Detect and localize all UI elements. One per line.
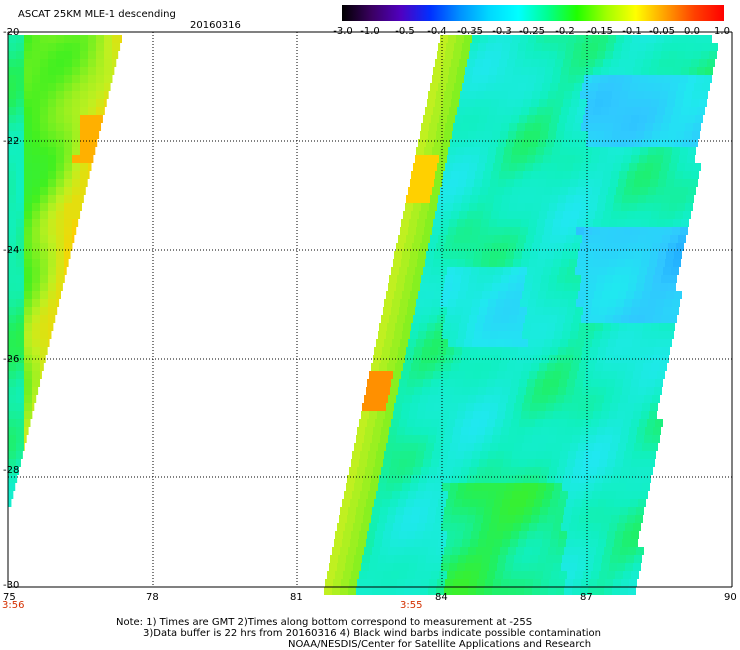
- time-label: 3:55: [400, 600, 423, 611]
- note-line-3: NOAA/NESDIS/Center for Satellite Applica…: [288, 639, 592, 650]
- lon-label: 87: [580, 592, 593, 603]
- lat-label: -26: [3, 354, 20, 365]
- note-line-1: Note: 1) Times are GMT 2)Times along bot…: [116, 617, 533, 628]
- header-date: 20160316: [190, 20, 241, 31]
- lon-label: 78: [146, 592, 159, 603]
- lat-label: -24: [3, 245, 20, 256]
- swath-cells: [8, 35, 718, 595]
- lon-label: 90: [724, 592, 737, 603]
- lon-label: 75: [3, 592, 16, 603]
- lat-label: -30: [3, 580, 20, 591]
- lat-label: -20: [3, 27, 20, 38]
- lon-label: 84: [435, 592, 448, 603]
- note-line-2: 3)Data buffer is 22 hrs from 20160316 4)…: [143, 628, 601, 639]
- header-title: ASCAT 25KM MLE-1 descending: [18, 9, 176, 20]
- lat-label: -22: [3, 136, 20, 147]
- colorbar: [342, 5, 724, 21]
- lat-label: -28: [3, 465, 20, 476]
- map-grid: [7, 31, 733, 588]
- time-label: 3:56: [2, 600, 25, 611]
- lon-label: 81: [290, 592, 303, 603]
